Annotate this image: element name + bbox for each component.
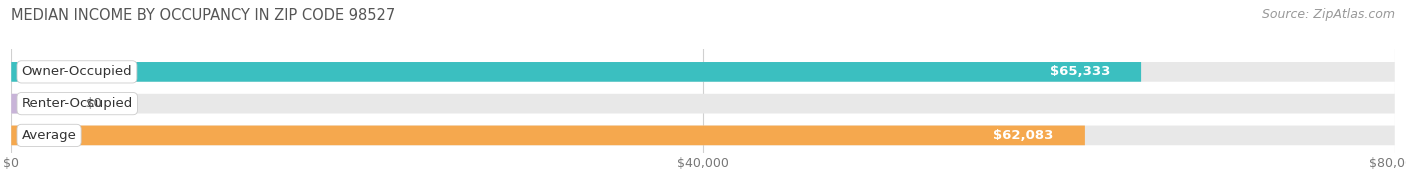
Text: Owner-Occupied: Owner-Occupied [21, 65, 132, 78]
FancyBboxPatch shape [11, 62, 1142, 82]
Text: $62,083: $62,083 [994, 129, 1053, 142]
Text: MEDIAN INCOME BY OCCUPANCY IN ZIP CODE 98527: MEDIAN INCOME BY OCCUPANCY IN ZIP CODE 9… [11, 8, 395, 23]
FancyBboxPatch shape [11, 126, 1085, 145]
FancyBboxPatch shape [11, 62, 1395, 82]
Text: $65,333: $65,333 [1050, 65, 1109, 78]
FancyBboxPatch shape [11, 94, 1395, 113]
FancyBboxPatch shape [11, 126, 1395, 145]
Text: $0: $0 [86, 97, 103, 110]
Text: Renter-Occupied: Renter-Occupied [21, 97, 134, 110]
FancyBboxPatch shape [11, 94, 72, 113]
Text: Source: ZipAtlas.com: Source: ZipAtlas.com [1261, 8, 1395, 21]
Text: Average: Average [21, 129, 76, 142]
